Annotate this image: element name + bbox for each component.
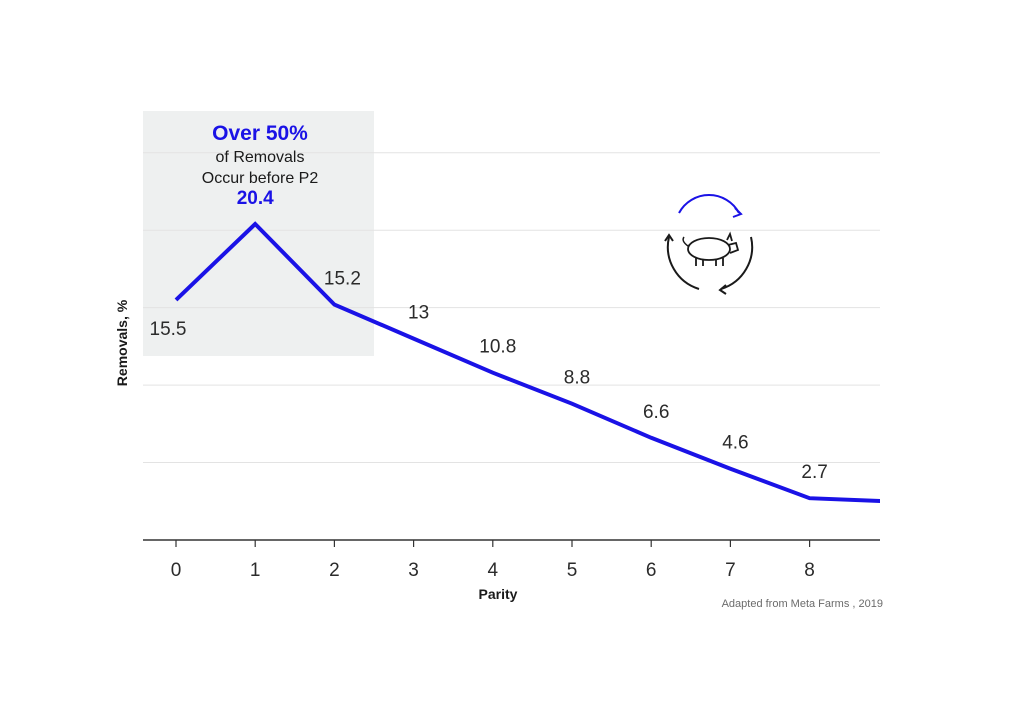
data-label: 13 [408,303,429,324]
data-label: 20.4 [237,188,274,209]
x-axis-ticks: 0 1 2 3 4 5 6 7 8 9 [171,540,895,581]
data-label: 15.2 [324,269,361,290]
data-labels: 15.5 20.4 15.2 13 10.8 8.8 6.6 4.6 2.7 2 [150,188,900,486]
highlight-band [143,111,374,356]
x-tick-label: 0 [171,560,182,581]
y-axis-title: Removals, % [114,299,130,386]
x-tick-label: 7 [725,560,736,581]
x-tick-label: 3 [408,560,419,581]
data-label: 2 [889,465,900,486]
x-axis-title: Parity [479,586,518,602]
callout-line-2: Occur before P2 [202,170,319,187]
data-label: 4.6 [722,433,748,454]
callout-line-1: of Removals [216,149,305,166]
x-tick-label: 9 [884,560,895,581]
x-tick-label: 5 [567,560,578,581]
data-label: 8.8 [564,368,590,389]
data-label: 15.5 [150,319,187,340]
data-label: 10.8 [479,337,516,358]
x-tick-label: 1 [250,560,261,581]
series-line [174,221,880,503]
data-label: 2.7 [801,462,827,483]
x-tick-label: 6 [646,560,657,581]
data-label: 6.6 [643,402,669,423]
x-tick-label: 2 [329,560,340,581]
source-note: Adapted from Meta Farms , 2019 [722,598,883,610]
callout-headline: Over 50% [212,122,308,145]
x-tick-label: 8 [804,560,815,581]
gridlines [143,152,880,464]
x-tick-label: 4 [488,560,499,581]
pig-cycle-icon [664,194,754,295]
